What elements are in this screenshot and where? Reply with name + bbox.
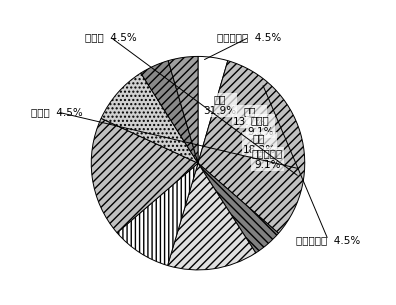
Wedge shape: [198, 163, 278, 253]
Wedge shape: [117, 163, 198, 265]
Text: 無回答  4.5%: 無回答 4.5%: [85, 32, 136, 42]
Wedge shape: [101, 73, 198, 163]
Wedge shape: [91, 118, 198, 233]
Text: 知人
13.7%: 知人 13.7%: [233, 106, 266, 127]
Wedge shape: [198, 56, 228, 163]
Wedge shape: [168, 163, 256, 270]
Text: 職業安定所  4.5%: 職業安定所 4.5%: [217, 32, 282, 42]
Text: 障害者団体
9.1%: 障害者団体 9.1%: [251, 148, 283, 170]
Wedge shape: [198, 61, 305, 233]
Wedge shape: [168, 56, 198, 163]
Text: 親族
18.2%: 親族 18.2%: [243, 133, 276, 155]
Text: その他  4.5%: その他 4.5%: [31, 107, 83, 117]
Wedge shape: [141, 61, 198, 163]
Text: 職業訓練校  4.5%: 職業訓練校 4.5%: [296, 235, 360, 245]
Text: 学校
31.9%: 学校 31.9%: [203, 94, 236, 116]
Text: 脈継ぎ
9.1%: 脈継ぎ 9.1%: [247, 115, 274, 137]
